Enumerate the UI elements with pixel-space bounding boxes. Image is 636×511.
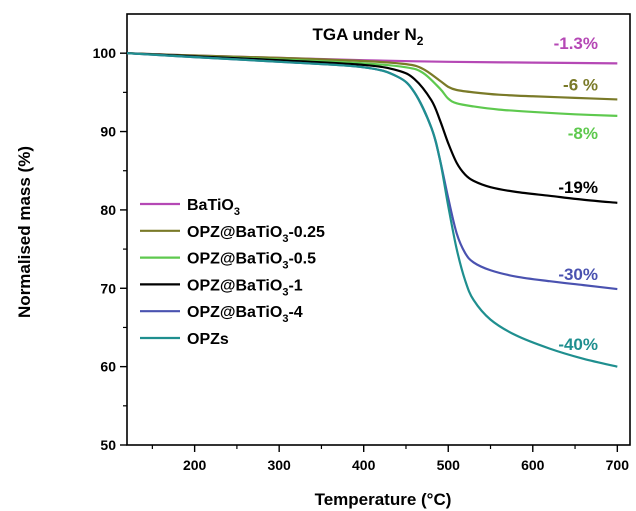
x-tick-label: 300 (267, 457, 291, 473)
x-tick-label: 400 (352, 457, 376, 473)
y-axis-label: Normalised mass (%) (15, 146, 34, 318)
x-tick-label: 700 (606, 457, 630, 473)
x-tick-label: 500 (437, 457, 461, 473)
plot-frame (126, 13, 631, 446)
y-tick-label: 90 (100, 124, 116, 140)
x-tick-label: 200 (183, 457, 207, 473)
series-line-1 (126, 52, 618, 101)
end-label-3: -19% (558, 178, 598, 197)
axes: 200 300 400 500 600 700 50 60 70 80 90 100 (93, 13, 631, 473)
x-axis-label: Temperature (°C) (315, 490, 452, 509)
legend-label-0: BaTiO3 (187, 197, 240, 218)
x-tick-label: 600 (521, 457, 545, 473)
legend-label-3: OPZ@BaTiO3-1 (187, 277, 303, 298)
series-line-5 (126, 52, 618, 368)
y-tick-label: 50 (100, 437, 116, 453)
y-tick-label: 80 (100, 202, 116, 218)
y-tick-label: 70 (100, 280, 116, 296)
series-lines (126, 52, 618, 368)
legend-label-4: OPZ@BaTiO3-4 (187, 304, 303, 325)
end-label-4: -30% (558, 265, 598, 284)
y-tick-label: 60 (100, 359, 116, 375)
legend: BaTiO3 OPZ@BaTiO3-0.25 OPZ@BaTiO3-0.5 OPZ@B… (140, 197, 325, 348)
end-label-0: -1.3% (554, 34, 598, 53)
legend-label-1: OPZ@BaTiO3-0.25 (187, 224, 325, 245)
legend-label-2: OPZ@BaTiO3-0.5 (187, 251, 316, 272)
legend-label-5: OPZs (187, 331, 229, 348)
end-label-1: -6 % (563, 76, 598, 95)
end-label-5: -40% (558, 335, 598, 354)
series-line-3 (126, 52, 618, 204)
end-label-2: -8% (568, 124, 598, 143)
y-tick-label: 100 (93, 45, 117, 61)
chart-title: TGA under N2 (313, 25, 424, 48)
end-labels: -1.3% -6 % -8% -19% -30% -40% (554, 34, 598, 354)
